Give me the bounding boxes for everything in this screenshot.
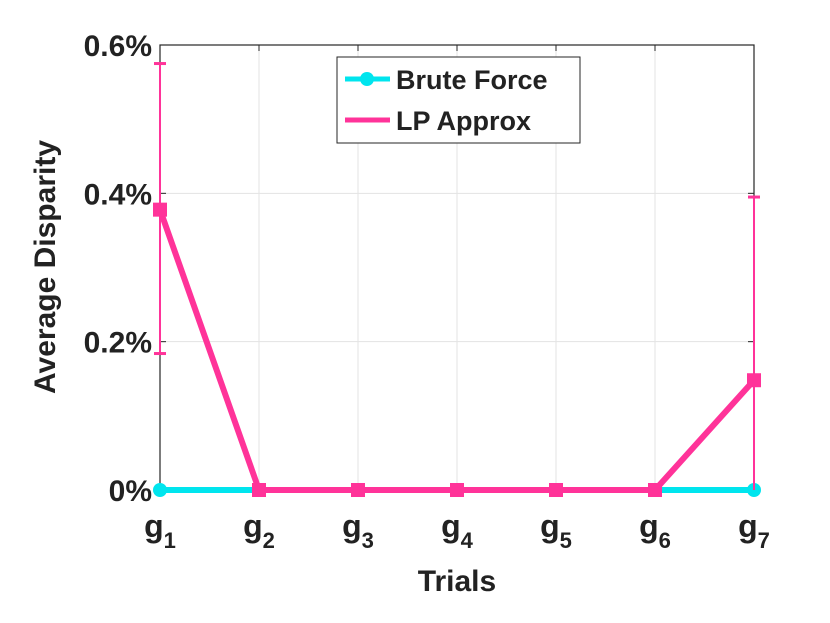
data-point-lp-approx <box>252 483 266 497</box>
data-point-lp-approx <box>549 483 563 497</box>
y-tick-label: 0.2% <box>84 327 152 360</box>
x-tick-label: g5 <box>540 508 572 553</box>
data-point-brute-force <box>153 483 167 497</box>
x-tick-label: g6 <box>639 508 671 553</box>
legend-box <box>336 56 581 144</box>
data-point-lp-approx <box>153 202 167 217</box>
y-tick-label: 0% <box>109 475 152 508</box>
x-tick-label: g4 <box>441 508 474 553</box>
x-tick-label: g3 <box>342 508 374 553</box>
y-axis-label: Average Disparity <box>29 140 62 394</box>
y-tick-label: 0.4% <box>84 178 152 211</box>
legend-marker-brute-force <box>360 72 374 86</box>
data-point-lp-approx <box>450 483 464 497</box>
legend: Brute Force LP Approx <box>336 56 581 144</box>
x-tick-labels: g1 g2 g3 g4 g5 g6 g7 <box>144 508 770 553</box>
x-tick-label: g1 <box>144 508 176 553</box>
legend-label-lp-approx: LP Approx <box>396 106 531 136</box>
data-point-lp-approx <box>747 373 761 388</box>
x-tick-label: g2 <box>243 508 275 553</box>
data-point-lp-approx <box>648 483 662 497</box>
data-point-lp-approx <box>351 483 365 497</box>
y-tick-label: 0.6% <box>84 30 152 63</box>
series-layer <box>153 62 761 497</box>
x-axis-label: Trials <box>418 565 496 598</box>
x-tick-label: g7 <box>738 508 770 553</box>
y-tick-labels: 0% 0.2% 0.4% 0.6% <box>84 30 152 508</box>
legend-label-brute-force: Brute Force <box>396 65 548 95</box>
